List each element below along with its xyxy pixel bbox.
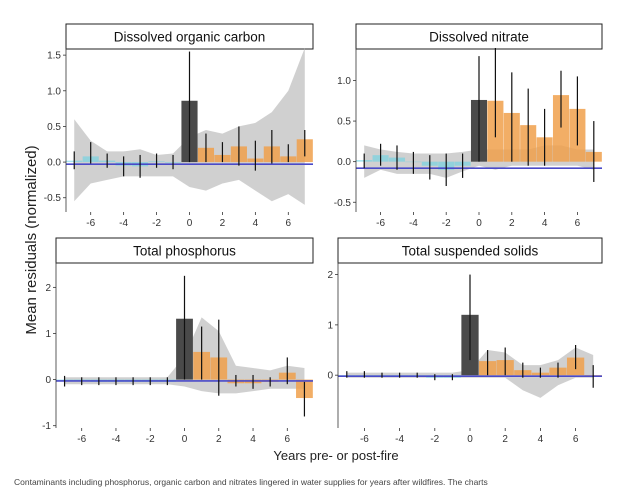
x-axis-label: Years pre- or post-fire: [273, 448, 398, 463]
plot-area: [56, 275, 313, 417]
x-tick-label: 4: [538, 434, 544, 445]
panel-title-strip: [55, 237, 314, 264]
x-tick-label: -4: [409, 218, 418, 229]
x-tick-label: -4: [119, 218, 128, 229]
y-tick-label: 2: [327, 270, 333, 281]
y-tick-label: -1: [42, 421, 51, 432]
x-tick-label: -2: [146, 434, 155, 445]
y-tick-label: 1.0: [47, 86, 61, 97]
figure-caption: Contaminants including phosphorus, organ…: [14, 477, 488, 487]
chart-panel: Total phosphorus -1 0 1 2 -6 -4 -2 0 2 4 6: [42, 237, 314, 445]
x-tick-label: -6: [376, 218, 385, 229]
x-tick-label: 4: [253, 218, 259, 229]
panels: Dissolved organic carbon -0.5 0.0 0.5 1.0 1.5…: [42, 23, 603, 445]
y-tick-label: -0.5: [44, 193, 62, 204]
x-tick-label: 2: [509, 218, 515, 229]
y-axis-label: Mean residuals (normalized): [23, 145, 40, 334]
x-tick-label: -6: [86, 218, 95, 229]
uncertainty-band: [64, 317, 305, 394]
panel-title-strip: [355, 23, 603, 50]
x-tick-label: -6: [360, 434, 369, 445]
x-tick-label: -4: [395, 434, 404, 445]
y-tick-label: 0.0: [47, 158, 61, 169]
x-tick-label: 2: [216, 434, 222, 445]
x-tick-label: -6: [77, 434, 86, 445]
y-tick-label: 1.0: [337, 76, 351, 87]
chart-panel: Total suspended solids 0 1 2 -6 -4 -2 0 2 4 6: [327, 237, 603, 445]
x-tick-label: 6: [286, 218, 292, 229]
y-tick-label: 1: [45, 329, 51, 340]
x-tick-label: 0: [467, 434, 473, 445]
x-tick-label: 6: [573, 434, 579, 445]
y-tick-label: 0.0: [337, 157, 351, 168]
bar: [552, 95, 570, 162]
chart-panel: Dissolved organic carbon -0.5 0.0 0.5 1.0 1.5…: [44, 23, 314, 229]
y-tick-label: 0.5: [337, 117, 351, 128]
y-tick-label: 2: [45, 283, 51, 294]
panel-title-strip: [337, 237, 603, 264]
uncertainty-band: [74, 48, 305, 205]
plot-area: [66, 48, 313, 205]
y-tick-label: 0: [45, 375, 51, 386]
x-tick-label: -2: [442, 218, 451, 229]
chart-panel: Dissolved nitrate -0.5 0.0 0.5 1.0 -6 -4 -2 0 2 4 6: [334, 23, 603, 229]
y-tick-label: -0.5: [334, 198, 352, 209]
panel-title: Dissolved organic carbon: [114, 30, 266, 45]
x-tick-label: 0: [182, 434, 188, 445]
plot-area: [356, 48, 602, 187]
x-tick-label: 0: [187, 218, 193, 229]
y-tick-label: 0.5: [47, 122, 61, 133]
y-tick-label: 1: [327, 320, 333, 331]
panel-title: Total suspended solids: [402, 244, 539, 259]
plot-area: [338, 274, 602, 398]
x-tick-label: 6: [285, 434, 291, 445]
x-tick-label: 0: [476, 218, 482, 229]
x-tick-label: 4: [542, 218, 548, 229]
y-tick-label: 1.5: [47, 51, 61, 62]
x-tick-label: -2: [152, 218, 161, 229]
x-tick-label: 6: [575, 218, 581, 229]
x-tick-label: -4: [112, 434, 121, 445]
x-tick-label: 2: [502, 434, 508, 445]
y-tick-label: 0: [327, 371, 333, 382]
panel-title: Total phosphorus: [133, 244, 236, 259]
x-tick-label: -2: [430, 434, 439, 445]
panel-title-strip: [65, 23, 314, 50]
x-tick-label: 2: [220, 218, 226, 229]
panel-title: Dissolved nitrate: [429, 30, 529, 45]
x-tick-label: 4: [250, 434, 256, 445]
